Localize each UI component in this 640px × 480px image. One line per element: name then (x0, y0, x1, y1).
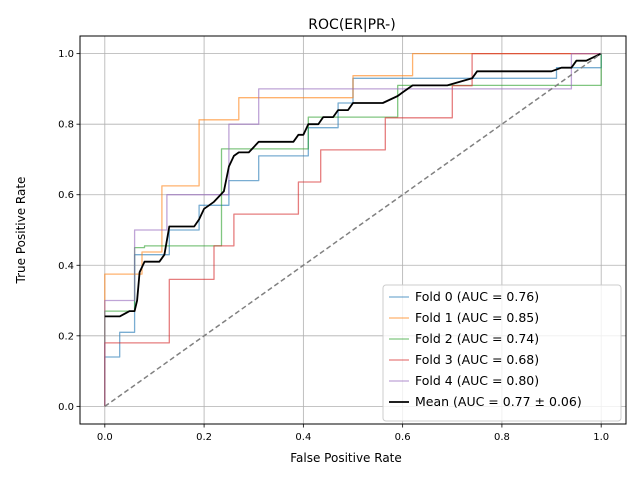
legend-label: Fold 2 (AUC = 0.74) (415, 331, 539, 346)
legend-label: Fold 3 (AUC = 0.68) (415, 352, 539, 367)
x-tick-label: 0.6 (395, 432, 411, 443)
y-tick-label: 0.8 (58, 120, 74, 131)
y-axis-ticks: 0.0 0.2 0.4 0.6 0.8 1.0 (58, 49, 80, 413)
series-line-0 (104, 53, 602, 407)
series-lines (104, 52, 602, 408)
series-line-3 (104, 52, 602, 407)
legend-label: Fold 4 (AUC = 0.80) (415, 373, 539, 388)
legend-label: Fold 1 (AUC = 0.85) (415, 310, 539, 325)
series-line-5 (104, 52, 602, 318)
x-tick-label: 0.4 (295, 432, 311, 443)
y-tick-label: 1.0 (58, 49, 74, 60)
x-tick-label: 0.2 (196, 432, 212, 443)
legend-box (382, 284, 622, 422)
plot-frame (79, 35, 627, 425)
series-line-4 (104, 52, 602, 407)
y-tick-label: 0.0 (58, 402, 74, 413)
grid (80, 36, 626, 424)
y-tick-label: 0.6 (58, 190, 74, 201)
chance-line (104, 52, 602, 408)
y-tick-label: 0.4 (58, 261, 74, 272)
x-axis-label: False Positive Rate (290, 451, 402, 465)
legend: Fold 0 (AUC = 0.76) Fold 1 (AUC = 0.85) Fo… (382, 284, 622, 422)
x-tick-label: 1.0 (593, 432, 609, 443)
x-axis-ticks: 0.0 0.2 0.4 0.6 0.8 1.0 (97, 424, 609, 443)
legend-label: Mean (AUC = 0.77 ± 0.06) (415, 394, 582, 409)
legend-label: Fold 0 (AUC = 0.76) (415, 289, 539, 304)
y-axis-label: True Positive Rate (14, 177, 28, 285)
y-tick-label: 0.2 (58, 331, 74, 342)
x-tick-label: 0.8 (494, 432, 510, 443)
x-tick-label: 0.0 (97, 432, 113, 443)
chart-title: ROC(ER|PR-) (308, 17, 395, 33)
